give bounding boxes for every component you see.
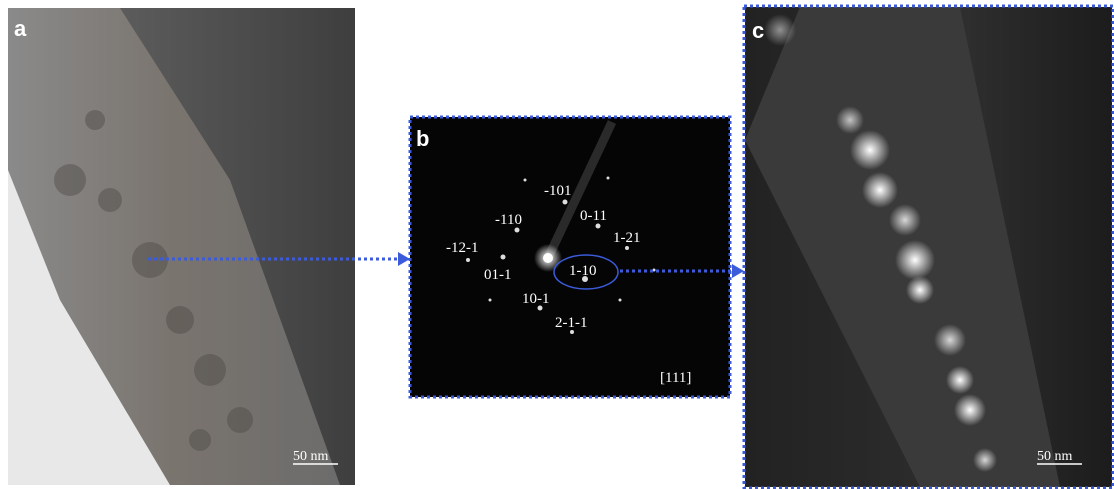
- panel-c: c 50 nm: [745, 7, 1112, 487]
- spot-index: 01-1: [484, 267, 512, 283]
- spot-index: 0-11: [580, 208, 607, 224]
- spot-index: 1-10: [569, 263, 597, 279]
- panel-label: b: [416, 126, 429, 151]
- spot-index: -12-1: [446, 240, 479, 256]
- spot-index: -101: [544, 183, 572, 199]
- spot-index: 1-21: [613, 230, 641, 246]
- panel-b: b -101 0-11 -110 1-21 -12-1 1-10 01-1 10…: [410, 117, 730, 397]
- figure: a 50 nm b -101 0-11 -110 1-21 -12-1 1-10…: [0, 0, 1114, 489]
- spot-index: -110: [495, 212, 522, 228]
- panel-label: c: [752, 18, 764, 43]
- zone-axis: [111]: [660, 370, 691, 386]
- panel-a: a 50 nm: [8, 8, 355, 485]
- scale-bar-label: 50 nm: [293, 449, 329, 464]
- scale-bar-label: 50 nm: [1037, 449, 1073, 464]
- spot-index: 2-1-1: [555, 315, 588, 331]
- panel-label: a: [14, 16, 27, 41]
- spot-index: 10-1: [522, 291, 550, 307]
